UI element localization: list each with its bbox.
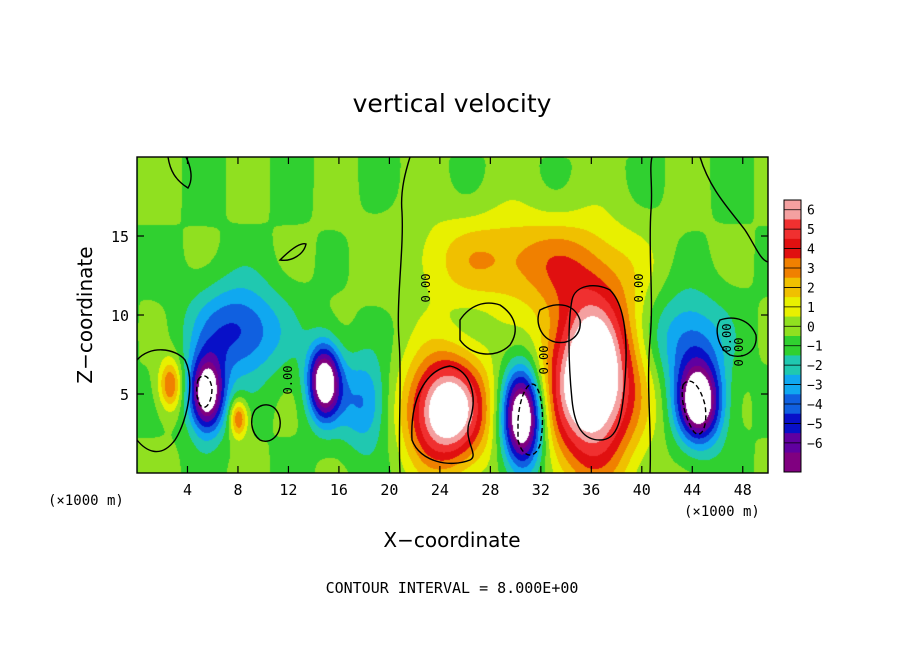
contour-zero-line	[459, 302, 516, 355]
x-unit-left: (×1000 m)	[48, 493, 124, 509]
colorbar-swatch	[784, 452, 801, 473]
x-axis: 4 8 12 16 20 24 28 32 36 40 44 48	[183, 157, 752, 499]
colorbar-label: 4	[807, 243, 815, 258]
colorbar-label: −4	[807, 398, 823, 413]
colorbar-label: −5	[807, 417, 823, 432]
y-tick-label: 15	[111, 228, 129, 246]
colorbar-label: 2	[807, 281, 815, 296]
x-tick-label: 20	[380, 481, 398, 499]
contour-zero-line	[716, 317, 757, 357]
chart-title: vertical velocity	[353, 89, 552, 118]
x-tick-label: 12	[279, 481, 297, 499]
contour-zero-line	[136, 349, 191, 453]
x-tick-label: 32	[532, 481, 550, 499]
x-tick-label: 48	[734, 481, 752, 499]
colorbar-label: −3	[807, 379, 823, 394]
colorbar-label: 6	[807, 204, 815, 219]
contour-zero-line	[251, 404, 281, 442]
x-unit-right: (×1000 m)	[684, 504, 760, 520]
contour-line-negative	[195, 375, 213, 408]
y-tick-label: 5	[120, 386, 129, 404]
colorbar-label: −6	[807, 437, 823, 452]
y-tick-label: 10	[111, 307, 129, 325]
y-axis-title: Z−coordinate	[73, 246, 97, 383]
colorbar-label: 0	[807, 320, 815, 335]
x-tick-label: 8	[233, 481, 242, 499]
x-tick-label: 40	[633, 481, 651, 499]
contour-line-positive	[568, 284, 627, 441]
x-tick-label: 28	[481, 481, 499, 499]
colorbar: 6 5 4 3 2 1 0 −1 −2 −3 −4 −5 −6	[783, 199, 823, 473]
contour-zero-line	[167, 156, 192, 189]
contour-zero-line	[397, 156, 411, 474]
contour-line-positive	[411, 365, 474, 464]
contour-line-negative	[517, 383, 544, 456]
contour-zero-line	[537, 304, 581, 344]
x-tick-label: 4	[183, 481, 192, 499]
x-tick-label: 36	[582, 481, 600, 499]
colorbar-label: 5	[807, 223, 815, 238]
contour-zero-line	[278, 243, 307, 261]
colorbar-frame	[783, 199, 802, 473]
plot-area: 0.000.000.000.000.000.00	[136, 156, 769, 474]
contour-line-negative	[681, 380, 707, 435]
contour-label: 0.00	[419, 274, 433, 303]
colorbar-label: −1	[807, 340, 823, 355]
contour-zero-line	[647, 156, 653, 474]
contour-label: 0.00	[281, 366, 295, 395]
heatmap-field	[137, 157, 768, 473]
x-tick-label: 44	[683, 481, 701, 499]
contour-label: 0.00	[720, 324, 734, 353]
contour-zero-line	[699, 156, 769, 263]
colorbar-label: −2	[807, 359, 823, 374]
colorbar-label: 1	[807, 301, 815, 316]
colorbar-label: 3	[807, 262, 815, 277]
x-axis-title: X−coordinate	[383, 528, 520, 552]
contour-labels: 0.000.000.000.000.000.00	[281, 274, 746, 395]
contour-interval-label: CONTOUR INTERVAL = 8.000E+00	[326, 579, 579, 597]
y-axis: 5 10 15	[111, 228, 768, 404]
x-tick-label: 24	[431, 481, 449, 499]
contour-label: 0.00	[537, 346, 551, 375]
contour-label: 0.00	[732, 338, 746, 367]
contour-label: 0.00	[632, 274, 646, 303]
x-tick-label: 16	[330, 481, 348, 499]
contour-lines	[136, 156, 769, 474]
